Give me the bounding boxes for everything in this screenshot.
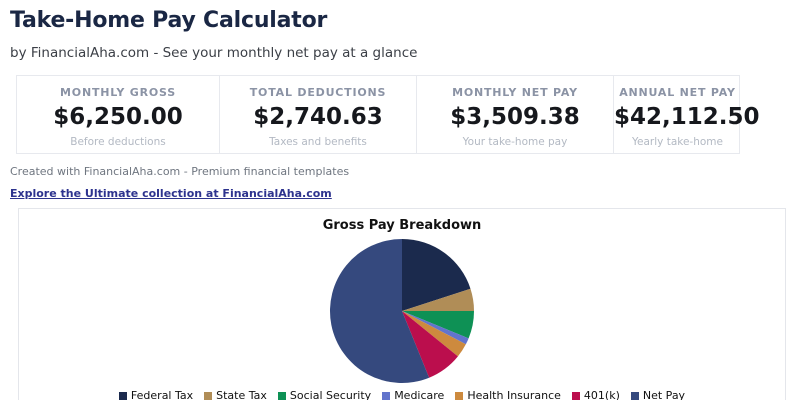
chart-legend: Federal Tax State Tax Social Security Medic… [118, 389, 686, 400]
legend-item-401-k-[interactable]: 401(k) [571, 389, 620, 400]
stat-sublabel: Before deductions [70, 136, 166, 148]
stat-label: TOTAL DEDUCTIONS [249, 86, 387, 99]
legend-item-net-pay[interactable]: Net Pay [630, 389, 686, 400]
stat-value: $3,509.38 [450, 104, 580, 130]
legend-label: Federal Tax [130, 389, 194, 400]
footer-note: Created with FinancialAha.com - Premium … [10, 165, 350, 178]
pie-slice-health-insurance[interactable] [402, 311, 466, 357]
legend-label: 401(k) [583, 389, 620, 400]
stat-label: ANNUAL NET PAY [619, 86, 736, 99]
stat-sublabel: Taxes and benefits [269, 136, 367, 148]
legend-item-social-security[interactable]: Social Security [277, 389, 372, 400]
stats-row: MONTHLY GROSS $6,250.00 Before deduction… [16, 75, 760, 154]
page-subtitle: by FinancialAha.com - See your monthly n… [10, 45, 418, 61]
pie-slice-federal-tax[interactable] [402, 239, 471, 311]
pie-slice-social-security[interactable] [402, 311, 474, 339]
pie-slice-net-pay[interactable] [329, 239, 430, 383]
chart-title: Gross Pay Breakdown [322, 218, 482, 233]
footer-link[interactable]: Explore the Ultimate collection at Finan… [10, 187, 332, 200]
legend-swatch-icon [204, 391, 213, 400]
legend-label: Health Insurance [467, 389, 561, 400]
pie-wrap [329, 238, 475, 384]
stat-label: MONTHLY NET PAY [452, 86, 578, 99]
stat-card-annual-net-pay: ANNUAL NET PAY $42,112.50 Yearly take-ho… [613, 76, 760, 153]
legend-swatch-icon [277, 391, 286, 400]
pie-slice-401-k-[interactable] [402, 311, 458, 378]
legend-swatch-icon [382, 391, 391, 400]
stat-sublabel: Yearly take-home [632, 136, 723, 148]
legend-item-federal-tax[interactable]: Federal Tax [118, 389, 194, 400]
legend-item-state-tax[interactable]: State Tax [204, 389, 267, 400]
chart-card: Gross Pay Breakdown Federal Tax State Tax… [18, 208, 786, 400]
pie-chart[interactable] [329, 238, 475, 384]
legend-swatch-icon [118, 391, 127, 400]
legend-swatch-icon [630, 391, 639, 400]
stat-sublabel: Your take-home pay [462, 136, 568, 148]
legend-item-health-insurance[interactable]: Health Insurance [455, 389, 561, 400]
stat-card-monthly-net-pay: MONTHLY NET PAY $3,509.38 Your take-home… [416, 76, 613, 153]
pie-slice-medicare[interactable] [402, 311, 469, 345]
legend-label: Medicare [394, 389, 445, 400]
legend-label: State Tax [216, 389, 267, 400]
stat-card-total-deductions: TOTAL DEDUCTIONS $2,740.63 Taxes and ben… [219, 76, 416, 153]
legend-swatch-icon [571, 391, 580, 400]
page-title: Take-Home Pay Calculator [10, 8, 328, 33]
stat-card-monthly-gross: MONTHLY GROSS $6,250.00 Before deduction… [17, 76, 219, 153]
legend-item-medicare[interactable]: Medicare [382, 389, 444, 400]
pie-slice-state-tax[interactable] [402, 288, 474, 311]
legend-label: Net Pay [642, 389, 686, 400]
legend-label: Social Security [289, 389, 372, 400]
stat-value: $42,112.50 [614, 104, 760, 130]
stat-value: $6,250.00 [53, 104, 183, 130]
stat-label: MONTHLY GROSS [60, 86, 176, 99]
legend-swatch-icon [455, 391, 464, 400]
stat-value: $2,740.63 [253, 104, 383, 130]
